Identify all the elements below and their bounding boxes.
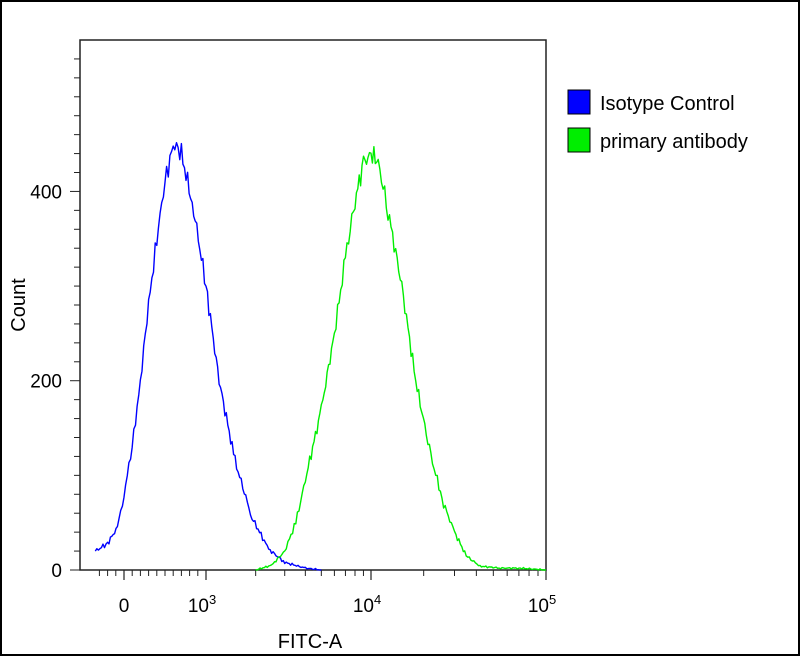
y-axis-title: Count — [8, 278, 30, 332]
y-tick-label: 200 — [30, 372, 62, 393]
x-axis-title: FITC-A — [278, 631, 343, 653]
y-tick-label: 0 — [51, 561, 62, 582]
histogram-series-line — [94, 141, 322, 571]
legend-swatch — [567, 89, 591, 115]
legend-label: Isotype Control — [600, 93, 735, 115]
x-tick-label: 0 — [119, 596, 130, 617]
series-layer — [94, 141, 546, 571]
x-tick-label: 105 — [528, 592, 556, 617]
legend-label: primary antibody — [600, 131, 748, 153]
x-tick-label: 104 — [353, 592, 381, 617]
x-axis: 0 103 104 105 — [98, 570, 556, 617]
histogram-series-line — [255, 145, 546, 571]
legend: Isotype Control primary antibody — [567, 89, 748, 153]
plot-area — [79, 39, 547, 571]
legend-swatch — [567, 127, 591, 153]
y-tick-label: 400 — [30, 182, 62, 203]
x-tick-label: 103 — [188, 592, 216, 617]
y-axis: 0 200 400 — [30, 58, 80, 582]
